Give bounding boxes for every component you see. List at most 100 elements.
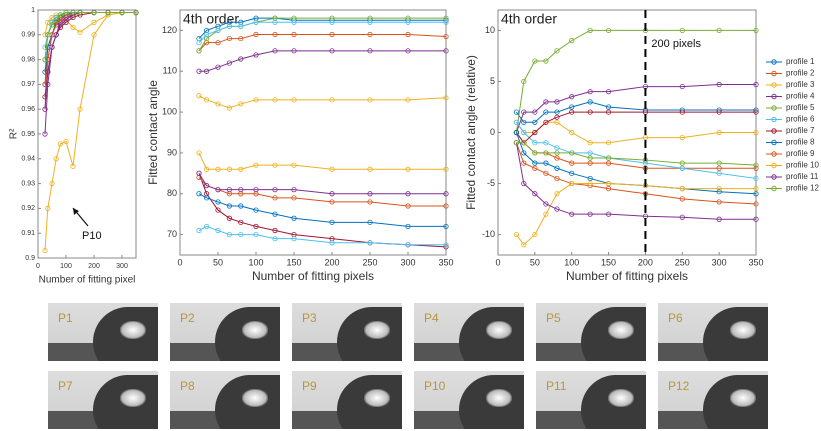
y-tick-label: -5 xyxy=(487,178,495,188)
legend-label: profile 1 xyxy=(786,57,815,66)
y-tick-label: 90 xyxy=(167,147,177,157)
x-tick-label: 50 xyxy=(213,257,223,267)
x-tick-label: 200 xyxy=(88,263,100,270)
panel-label: P11 xyxy=(546,379,566,393)
x-tick-label: 300 xyxy=(400,257,415,267)
image-panel: P7 xyxy=(48,371,158,429)
x-tick-label: 250 xyxy=(675,257,690,267)
x-tick-label: 250 xyxy=(362,257,377,267)
panel-label: P5 xyxy=(546,311,561,325)
image-panel: P3 xyxy=(292,303,402,361)
x-tick-label: 150 xyxy=(286,257,301,267)
annotation: 200 pixels xyxy=(651,38,701,50)
x-tick-label: 200 xyxy=(638,257,653,267)
legend-label: profile 10 xyxy=(786,161,819,170)
panel-label: P10 xyxy=(424,379,445,393)
x-tick-label: 300 xyxy=(116,263,128,270)
legend-label: profile 11 xyxy=(786,172,819,181)
x-tick-label: 50 xyxy=(530,257,540,267)
image-panel: P5 xyxy=(536,303,646,361)
legend-label: profile 6 xyxy=(786,115,815,124)
y-tick-label: 110 xyxy=(163,66,177,76)
panel-label: P6 xyxy=(668,311,683,325)
legend-label: profile 9 xyxy=(786,149,815,158)
y-tick-label: 0.95 xyxy=(21,131,35,138)
highlight xyxy=(242,389,268,407)
image-panel: P8 xyxy=(170,371,280,429)
legend-label: profile 7 xyxy=(786,126,815,135)
y-axis-label: Fitted contact angle xyxy=(146,80,160,185)
y-tick-label: 0.96 xyxy=(21,106,35,113)
chart-title: 4th order xyxy=(501,11,557,27)
annotation: P10 xyxy=(82,230,102,242)
y-tick-label: 5 xyxy=(490,76,495,86)
page: 0.9 0.91 0.92 0.93 0.94 0.95 0.96 0.97 0.98 0.99 1… xyxy=(0,0,821,431)
highlight xyxy=(242,321,268,339)
y-tick-label: 0.98 xyxy=(21,56,35,63)
x-tick-label: 200 xyxy=(324,257,339,267)
x-tick-label: 350 xyxy=(438,257,453,267)
image-panel: P10 xyxy=(414,371,524,429)
image-panels: P1 P2 P3 P4 P5 P6 P7 P8 P9 P10 P11 P12 xyxy=(0,295,821,431)
image-panel: P12 xyxy=(658,371,768,429)
legend-label: profile 5 xyxy=(786,103,815,112)
panel-label: P12 xyxy=(668,379,689,393)
y-tick-label: 0.92 xyxy=(21,205,35,212)
y-tick-label: 0.94 xyxy=(21,156,35,163)
panel-label: P2 xyxy=(180,311,195,325)
panel-label: P7 xyxy=(58,379,73,393)
legend-label: profile 12 xyxy=(786,184,819,193)
y-tick-label: 120 xyxy=(162,25,177,35)
highlight xyxy=(364,321,390,339)
x-tick-label: 0 xyxy=(495,257,500,267)
x-tick-label: 100 xyxy=(248,257,263,267)
x-tick-label: 100 xyxy=(60,263,72,270)
y-tick-label: 0.9 xyxy=(25,255,35,262)
y-tick-label: 0 xyxy=(490,127,495,137)
highlight xyxy=(730,321,756,339)
highlight xyxy=(608,389,634,407)
x-tick-label: 100 xyxy=(564,257,579,267)
x-tick-label: 150 xyxy=(601,257,616,267)
highlight xyxy=(486,321,512,339)
legend-label: profile 2 xyxy=(786,69,815,78)
panel-label: P8 xyxy=(180,379,195,393)
highlight xyxy=(608,321,634,339)
y-tick-label: 70 xyxy=(167,229,177,239)
image-panel: P1 xyxy=(48,303,158,361)
y-tick-label: 80 xyxy=(167,188,177,198)
x-tick-label: 300 xyxy=(712,257,727,267)
legend-label: profile 4 xyxy=(786,92,815,101)
highlight xyxy=(730,389,756,407)
y-tick-label: 0.91 xyxy=(21,230,35,237)
x-tick-label: 0 xyxy=(36,263,40,270)
y-axis-label: Fitted contact angle (relative) xyxy=(464,55,478,210)
y-tick-label: 0.99 xyxy=(21,32,35,39)
image-panel: P9 xyxy=(292,371,402,429)
x-axis-label: Number of fitting pixels xyxy=(566,269,688,283)
image-panel: P11 xyxy=(536,371,646,429)
panel-label: P3 xyxy=(302,311,317,325)
x-axis-label: Number of fitting pixels xyxy=(252,269,374,283)
image-panel: P6 xyxy=(658,303,768,361)
y-tick-label: 100 xyxy=(162,106,177,116)
charts: 0.9 0.91 0.92 0.93 0.94 0.95 0.96 0.97 0.98 0.99 1… xyxy=(0,0,821,290)
legend-label: profile 8 xyxy=(786,138,815,147)
y-tick-label: 0.97 xyxy=(21,81,35,88)
highlight xyxy=(486,389,512,407)
y-tick-label: 1 xyxy=(31,7,35,14)
plot-area xyxy=(38,10,136,258)
panel-label: P4 xyxy=(424,311,439,325)
panel-label: P9 xyxy=(302,379,317,393)
image-panel: P2 xyxy=(170,303,280,361)
y-tick-label: 10 xyxy=(485,25,495,35)
panel-label: P1 xyxy=(58,311,73,325)
highlight xyxy=(364,389,390,407)
highlight xyxy=(120,389,146,407)
plot-area xyxy=(180,10,446,255)
x-tick-label: 0 xyxy=(177,257,182,267)
highlight xyxy=(120,321,146,339)
y-axis-label: R² xyxy=(9,128,20,139)
legend-label: profile 3 xyxy=(786,80,815,89)
y-tick-label: 0.93 xyxy=(21,180,35,187)
